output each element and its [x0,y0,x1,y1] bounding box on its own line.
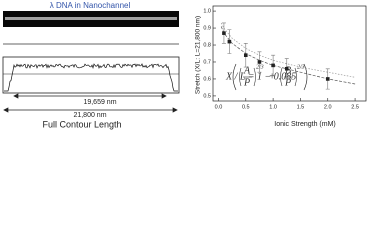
equation: X / L = 1 − 0.085 A P 2/3 + B P 2/3 [225,63,308,91]
contour-length: 21,800 nm [73,112,106,119]
y-tick-label: 0.7 [203,59,211,65]
intensity-trace [4,63,178,92]
y-tick-label: 0.5 [203,93,211,99]
point [325,77,330,81]
eq-p2: P [284,77,291,88]
point [227,39,232,44]
y-tick-label: 1.0 [203,9,211,15]
image-label: λ DNA in Nanochannel [50,1,131,10]
eq-a: A [243,65,251,76]
eq-plus: + [269,71,276,82]
y-tick-label: 0.9 [203,26,211,32]
plot-frame [212,5,367,102]
x-tick-label: 0.5 [242,104,250,110]
y-axis-label: Stretch (X/L: L=21,800 nm) [195,16,202,94]
point [257,60,262,64]
y-tick-label: 0.8 [203,42,211,48]
x-tick-label: 1.0 [269,104,277,110]
y-tick-label: 0.6 [203,76,211,82]
point [222,31,226,35]
eq-exponent: 2/3 [256,64,264,70]
point [271,63,275,68]
x-axis-label: Ionic Strength (mM) [274,121,335,128]
x-tick-label: 0.0 [215,104,223,110]
measured-length: 19,659 nm [83,99,116,106]
fit-line [220,26,356,85]
eq-p: P [243,77,250,88]
dna-strand [5,17,177,20]
point [284,66,289,71]
x-tick-label: 2.0 [324,104,332,110]
x-tick-label: 1.5 [297,104,305,110]
caption: Full Contour Length [42,119,121,129]
eq-lhs: X / L = 1 − 0.085 [225,71,296,82]
profile-box [2,56,180,94]
figure: λ DNA in Nanochannel 19,659 nm 21,800 nm… [2,1,367,129]
x-tick-label: 2.5 [351,104,359,110]
point [243,53,248,57]
eq-b: B [285,65,291,76]
arrows [3,93,178,113]
